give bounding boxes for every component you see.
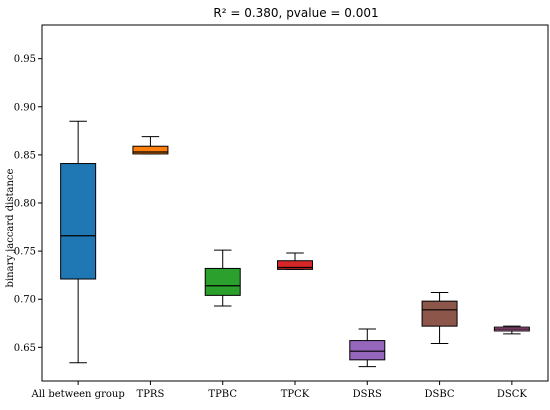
plot-frame — [41, 24, 549, 382]
y-tick-label: 0.95 — [14, 54, 36, 65]
x-tick-label: TPBC — [208, 389, 237, 400]
box-tpck — [277, 252, 313, 270]
boxes-group — [60, 120, 530, 368]
y-tick-label: 0.75 — [14, 247, 36, 258]
y-tick-label: 0.70 — [14, 295, 36, 306]
box-dsbc — [421, 291, 458, 344]
x-tick-label: TPRS — [137, 389, 165, 400]
iqr-box — [204, 267, 241, 296]
iqr-box — [132, 145, 169, 155]
box-tprs — [132, 136, 169, 155]
y-tick-label: 0.85 — [14, 150, 36, 161]
x-tick-label: TPCK — [281, 389, 310, 400]
iqr-box — [60, 163, 97, 280]
box-dsck — [493, 325, 530, 335]
y-axis: 0.65 0.70 0.75 0.80 0.85 0.90 0.95 — [14, 54, 42, 354]
y-tick-label: 0.90 — [14, 102, 36, 113]
x-axis: All between group TPRS TPBC TPCK DSRS DSBC DSC… — [31, 381, 528, 400]
y-axis-label: binary jaccard distance — [5, 168, 16, 287]
iqr-box — [277, 260, 313, 270]
chart-title: R² = 0.380, pvalue = 0.001 — [213, 6, 378, 20]
box-all-between-group — [60, 120, 97, 364]
box-dsrs — [349, 328, 386, 368]
x-tick-label: DSCK — [497, 389, 528, 400]
y-tick-label: 0.65 — [14, 343, 36, 354]
x-tick-label: DSBC — [425, 389, 455, 400]
iqr-box — [421, 300, 458, 327]
y-tick-label: 0.80 — [14, 199, 36, 210]
x-tick-label: All between group — [31, 389, 125, 400]
iqr-box — [349, 340, 386, 361]
box-tpbc — [204, 249, 241, 307]
x-tick-label: DSRS — [353, 389, 382, 400]
